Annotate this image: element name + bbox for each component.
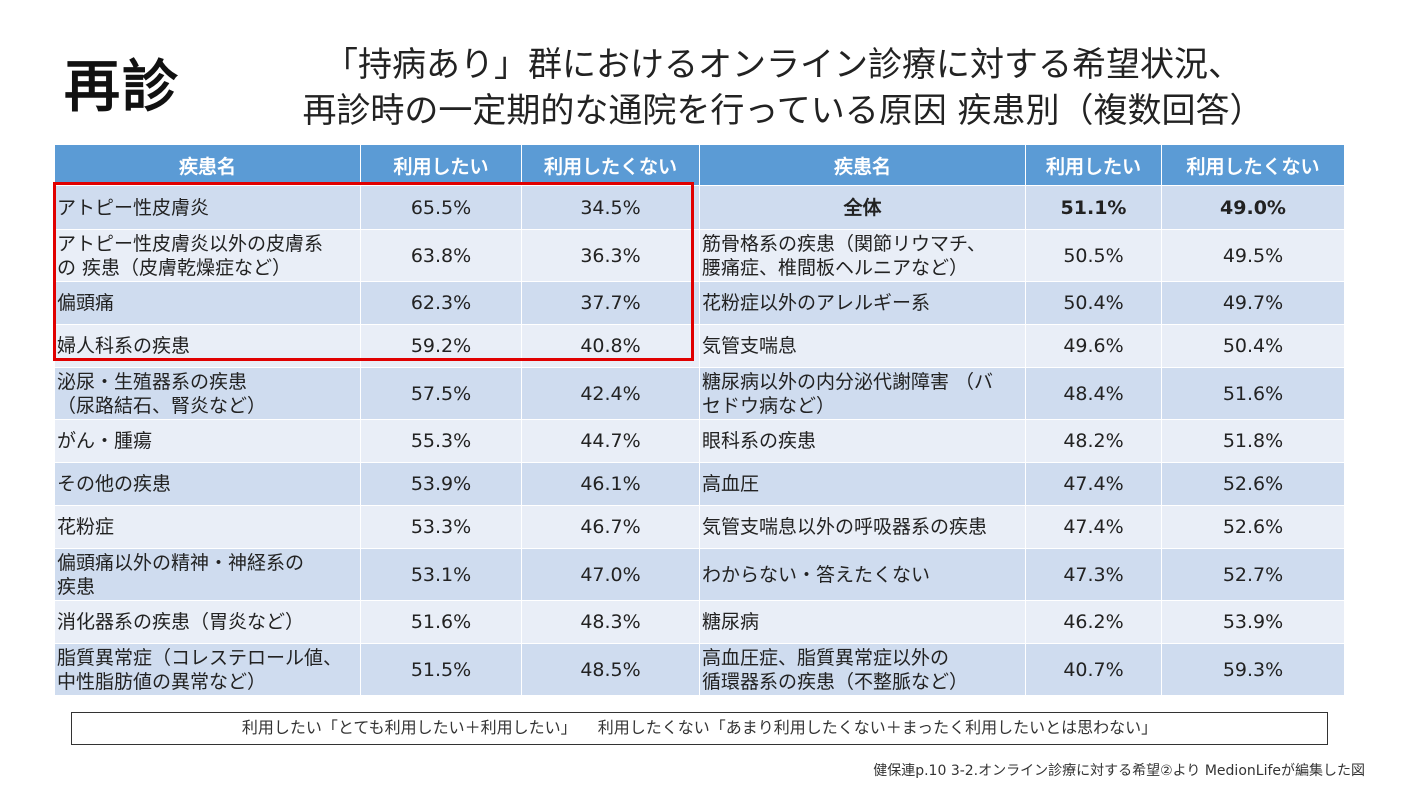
table-row: 泌尿・生殖器系の疾患 （尿路結石、腎炎など） 57.5% 42.4% 糖尿病以外の内分… <box>54 367 1345 420</box>
right-disease-name: 気管支喘息 <box>699 324 1026 368</box>
right-not-want-value: 50.4% <box>1161 324 1345 368</box>
left-disease-name: 脂質異常症（コレステロール値、 中性脂肪値の異常など） <box>54 643 361 696</box>
left-want-value: 65.5% <box>360 185 522 230</box>
right-disease-name: 花粉症以外のアレルギー系 <box>699 281 1026 325</box>
table-row: アトピー性皮膚炎以外の皮膚系 の 疾患（皮膚乾燥症など） 63.8% 36.3% 筋骨… <box>54 229 1345 282</box>
right-not-want-value: 51.6% <box>1161 367 1345 420</box>
left-not-want-value: 44.7% <box>521 419 700 463</box>
left-disease-name: 偏頭痛以外の精神・神経系の 疾患 <box>54 548 361 601</box>
left-want-value: 53.1% <box>360 548 522 601</box>
left-want-value: 57.5% <box>360 367 522 420</box>
table-body: アトピー性皮膚炎 65.5% 34.5% 全体 51.1% 49.0% アトピー性皮膚炎以外… <box>54 185 1345 696</box>
left-not-want-value: 42.4% <box>521 367 700 420</box>
table-row: 脂質異常症（コレステロール値、 中性脂肪値の異常など） 51.5% 48.5% 高血圧… <box>54 643 1345 696</box>
header-not-want-left: 利用したくない <box>521 144 700 186</box>
right-not-want-value: 59.3% <box>1161 643 1345 696</box>
header-want-right: 利用したい <box>1025 144 1162 186</box>
visit-type-badge: 再診 <box>64 55 180 120</box>
left-not-want-value: 40.8% <box>521 324 700 368</box>
table-row: 婦人科系の疾患 59.2% 40.8% 気管支喘息 49.6% 50.4% <box>54 324 1345 368</box>
right-want-value: 50.4% <box>1025 281 1162 325</box>
right-not-want-value: 49.0% <box>1161 185 1345 230</box>
left-want-value: 53.9% <box>360 462 522 506</box>
left-not-want-value: 47.0% <box>521 548 700 601</box>
right-not-want-value: 52.7% <box>1161 548 1345 601</box>
left-disease-name: 泌尿・生殖器系の疾患 （尿路結石、腎炎など） <box>54 367 361 420</box>
title-line-2: 再診時の一定期的な通院を行っている原因 疾患別（複数回答） <box>302 91 1264 131</box>
left-disease-name: 消化器系の疾患（胃炎など） <box>54 600 361 644</box>
legend-not-want: 利用したくない「あまり利用したくない＋まったく利用したいとは思わない」 <box>597 718 1158 737</box>
right-want-value: 49.6% <box>1025 324 1162 368</box>
left-want-value: 55.3% <box>360 419 522 463</box>
right-want-value: 51.1% <box>1025 185 1162 230</box>
table-row: がん・腫瘍 55.3% 44.7% 眼科系の疾患 48.2% 51.8% <box>54 419 1345 463</box>
left-not-want-value: 48.5% <box>521 643 700 696</box>
left-not-want-value: 34.5% <box>521 185 700 230</box>
right-disease-name: 筋骨格系の疾患（関節リウマチ、 腰痛症、椎間板ヘルニアなど） <box>699 229 1026 282</box>
right-not-want-value: 49.5% <box>1161 229 1345 282</box>
header-want-left: 利用したい <box>360 144 522 186</box>
right-not-want-value: 52.6% <box>1161 462 1345 506</box>
right-want-value: 47.4% <box>1025 462 1162 506</box>
right-want-value: 48.4% <box>1025 367 1162 420</box>
left-want-value: 51.6% <box>360 600 522 644</box>
right-disease-name: 全体 <box>699 185 1026 230</box>
left-not-want-value: 48.3% <box>521 600 700 644</box>
right-not-want-value: 51.8% <box>1161 419 1345 463</box>
page-title: 「持病あり」群におけるオンライン診療に対する希望状況、 再診時の一定期的な通院を… <box>258 42 1308 134</box>
source-note: 健保連p.10 3-2.オンライン診療に対する希望②より MedionLifeが… <box>873 763 1365 779</box>
legend-box: 利用したい「とても利用したい＋利用したい」 利用したくない「あまり利用したくない… <box>71 712 1328 745</box>
table-row: アトピー性皮膚炎 65.5% 34.5% 全体 51.1% 49.0% <box>54 185 1345 230</box>
left-not-want-value: 46.1% <box>521 462 700 506</box>
right-want-value: 40.7% <box>1025 643 1162 696</box>
left-disease-name: アトピー性皮膚炎 <box>54 185 361 230</box>
left-want-value: 53.3% <box>360 505 522 549</box>
table-row: 偏頭痛 62.3% 37.7% 花粉症以外のアレルギー系 50.4% 49.7% <box>54 281 1345 325</box>
left-want-value: 63.8% <box>360 229 522 282</box>
left-disease-name: 花粉症 <box>54 505 361 549</box>
right-not-want-value: 53.9% <box>1161 600 1345 644</box>
left-not-want-value: 46.7% <box>521 505 700 549</box>
table-row: 消化器系の疾患（胃炎など） 51.6% 48.3% 糖尿病 46.2% 53.9% <box>54 600 1345 644</box>
right-disease-name: 高血圧症、脂質異常症以外の 循環器系の疾患（不整脈など） <box>699 643 1026 696</box>
left-want-value: 51.5% <box>360 643 522 696</box>
table-header-row: 疾患名 利用したい 利用したくない 疾患名 利用したい 利用したくない <box>54 144 1345 186</box>
left-disease-name: アトピー性皮膚炎以外の皮膚系 の 疾患（皮膚乾燥症など） <box>54 229 361 282</box>
right-disease-name: 糖尿病 <box>699 600 1026 644</box>
header-not-want-right: 利用したくない <box>1161 144 1345 186</box>
right-disease-name: 高血圧 <box>699 462 1026 506</box>
right-want-value: 46.2% <box>1025 600 1162 644</box>
table-row: その他の疾患 53.9% 46.1% 高血圧 47.4% 52.6% <box>54 462 1345 506</box>
right-disease-name: 糖尿病以外の内分泌代謝障害 （バ セドウ病など） <box>699 367 1026 420</box>
left-disease-name: がん・腫瘍 <box>54 419 361 463</box>
right-want-value: 50.5% <box>1025 229 1162 282</box>
table-row: 偏頭痛以外の精神・神経系の 疾患 53.1% 47.0% わからない・答えたくない 47… <box>54 548 1345 601</box>
left-disease-name: 婦人科系の疾患 <box>54 324 361 368</box>
left-not-want-value: 37.7% <box>521 281 700 325</box>
right-not-want-value: 49.7% <box>1161 281 1345 325</box>
legend-want: 利用したい「とても利用したい＋利用したい」 <box>241 718 577 737</box>
left-want-value: 62.3% <box>360 281 522 325</box>
header-disease-left: 疾患名 <box>54 144 361 186</box>
title-line-1: 「持病あり」群におけるオンライン診療に対する希望状況、 <box>324 45 1242 85</box>
right-want-value: 47.3% <box>1025 548 1162 601</box>
right-want-value: 47.4% <box>1025 505 1162 549</box>
right-disease-name: 眼科系の疾患 <box>699 419 1026 463</box>
right-not-want-value: 52.6% <box>1161 505 1345 549</box>
left-disease-name: その他の疾患 <box>54 462 361 506</box>
right-disease-name: わからない・答えたくない <box>699 548 1026 601</box>
right-want-value: 48.2% <box>1025 419 1162 463</box>
left-not-want-value: 36.3% <box>521 229 700 282</box>
left-want-value: 59.2% <box>360 324 522 368</box>
left-disease-name: 偏頭痛 <box>54 281 361 325</box>
table-row: 花粉症 53.3% 46.7% 気管支喘息以外の呼吸器系の疾患 47.4% 52.6% <box>54 505 1345 549</box>
disease-table: 疾患名 利用したい 利用したくない 疾患名 利用したい 利用したくない アトピー… <box>54 144 1345 696</box>
right-disease-name: 気管支喘息以外の呼吸器系の疾患 <box>699 505 1026 549</box>
header-disease-right: 疾患名 <box>699 144 1026 186</box>
